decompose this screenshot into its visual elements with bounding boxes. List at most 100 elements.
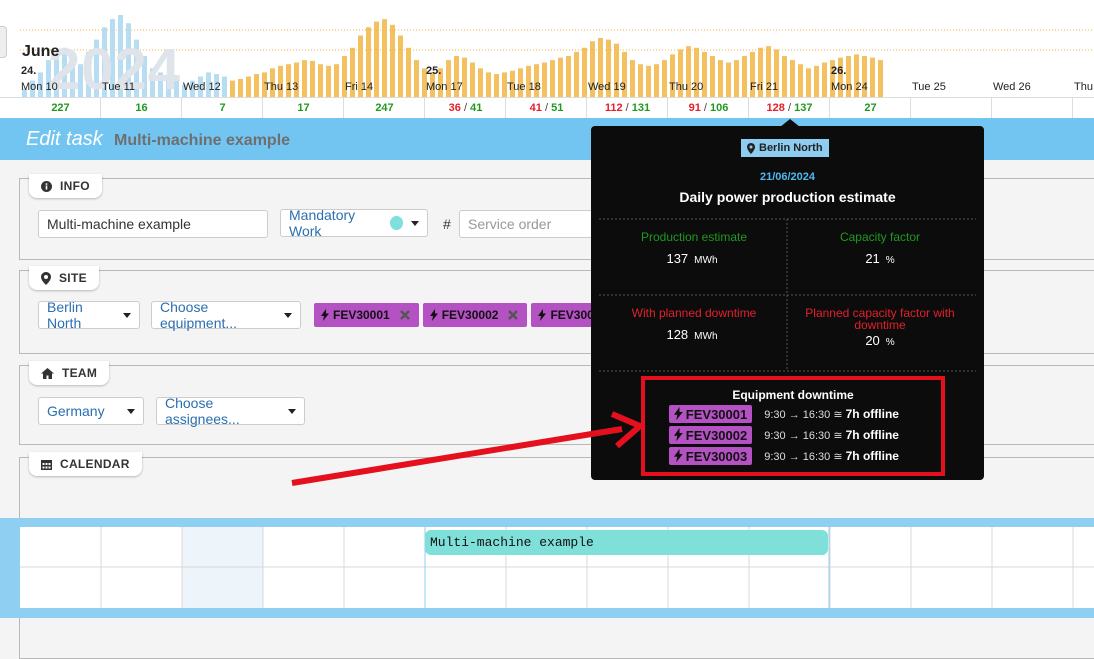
page-title: Edit task: [26, 128, 103, 150]
heading-text: SITE: [59, 271, 87, 285]
name-input[interactable]: Multi-machine example: [38, 210, 268, 238]
day-label: Wed 12: [183, 81, 221, 93]
unit: MWh: [694, 331, 718, 342]
total-value: 91: [688, 102, 701, 114]
assignees-select[interactable]: Choose assignees...: [156, 395, 305, 427]
tag-text: FEV30001: [333, 308, 390, 322]
day-separator: [910, 97, 911, 118]
production-bar: [806, 68, 811, 97]
production-bar: [558, 57, 563, 97]
equipment-tag[interactable]: FEV30001: [314, 303, 419, 327]
production-bar: [774, 49, 779, 97]
day-label: Mon 24: [831, 81, 868, 93]
tooltip: Berlin North 21/06/2024 Daily power prod…: [591, 126, 984, 480]
daily-total: 7: [182, 102, 263, 114]
equipment-tag: FEV30001: [669, 405, 753, 423]
metric-value: 21%: [787, 251, 973, 266]
production-bar: [686, 46, 691, 97]
hash-label: #: [443, 216, 451, 232]
production-bar: [30, 80, 35, 97]
production-bar: [526, 65, 531, 97]
production-bar: [262, 72, 267, 97]
bolt-icon: [674, 407, 683, 421]
day-label: Tue 25: [912, 81, 946, 93]
production-bar: [134, 39, 139, 97]
x: [399, 310, 410, 320]
production-bar: [822, 62, 827, 97]
heading-text: TEAM: [62, 366, 98, 380]
equipment-select[interactable]: Choose equipment...: [151, 299, 301, 331]
work-type-select[interactable]: Mandatory Work: [280, 207, 428, 239]
metric-label: Capacity factor: [839, 230, 921, 244]
placeholder: Service order: [468, 216, 552, 232]
select-text: Choose assignees...: [165, 395, 240, 427]
production-bar: [414, 60, 419, 97]
select-text: Germany: [47, 403, 105, 419]
tag-text: FEV30001: [685, 406, 748, 422]
production-bar: [758, 47, 763, 97]
day-label: Mon 10: [21, 81, 58, 93]
production-bar: [494, 74, 499, 97]
day-separator: [424, 97, 425, 118]
production-bar: [246, 76, 251, 97]
production-bar: [510, 70, 515, 97]
production-bar: [238, 78, 243, 97]
bolt-icon: [429, 309, 438, 321]
row-border: [0, 97, 1094, 98]
production-bar: [638, 64, 643, 97]
production-bar: [854, 54, 859, 97]
day-label: Fri 21: [750, 81, 779, 93]
production-bar: [182, 84, 187, 97]
production-bar: [374, 21, 379, 98]
total-value: 51: [551, 102, 564, 114]
total-value: 7: [219, 102, 226, 114]
separator: /: [541, 102, 552, 114]
production-bar: [782, 56, 787, 97]
month-label: June: [22, 43, 60, 60]
production-bar: [198, 76, 203, 97]
daily-total: 41 / 51: [506, 102, 587, 114]
side-toggle[interactable]: [0, 26, 7, 58]
production-bar: [326, 65, 331, 97]
production-bar: [398, 35, 403, 97]
value: 128: [666, 327, 689, 342]
production-bar: [534, 64, 539, 97]
team-select[interactable]: Germany: [38, 397, 144, 425]
value: 21: [865, 251, 880, 266]
tooltip-pointer: [780, 119, 800, 127]
day-separator: [748, 97, 749, 118]
production-bar: [94, 39, 99, 97]
production-bar: [126, 23, 131, 98]
production-bar: [654, 64, 659, 97]
equipment-tag[interactable]: FEV30002: [422, 303, 528, 327]
duration: 7h offline: [845, 428, 899, 442]
tooltip-date: 21/06/2024: [759, 171, 816, 183]
production-bar: [390, 24, 395, 98]
heading-text: INFO: [60, 179, 90, 193]
production-bar: [78, 64, 83, 97]
daily-total: 247: [344, 102, 425, 114]
production-bar: [270, 68, 275, 97]
service-order-input[interactable]: Service order: [459, 210, 609, 238]
total-value: 131: [631, 102, 651, 114]
bolt-icon: [321, 309, 329, 321]
site-select[interactable]: Berlin North: [38, 299, 140, 331]
production-bar: [462, 57, 467, 97]
production-bar: [174, 80, 179, 97]
production-bar: [430, 72, 435, 97]
production-bar: [366, 27, 371, 97]
duration: 7h offline: [845, 449, 899, 463]
production-bar: [830, 60, 835, 97]
day-separator: [829, 97, 830, 118]
production-bar: [70, 56, 75, 97]
total-value: 27: [864, 102, 877, 114]
bolt: [538, 309, 547, 321]
total-value: 128: [766, 102, 785, 114]
select-text: Choose equipment...: [160, 299, 238, 331]
production-bar: [342, 56, 347, 97]
time-range: 9:30 → 16:30 ≅: [764, 430, 843, 442]
calendar-event[interactable]: Multi-machine example: [425, 530, 828, 555]
production-bar: [574, 51, 579, 97]
production-bar: [678, 49, 683, 97]
production-bar: [542, 62, 547, 97]
